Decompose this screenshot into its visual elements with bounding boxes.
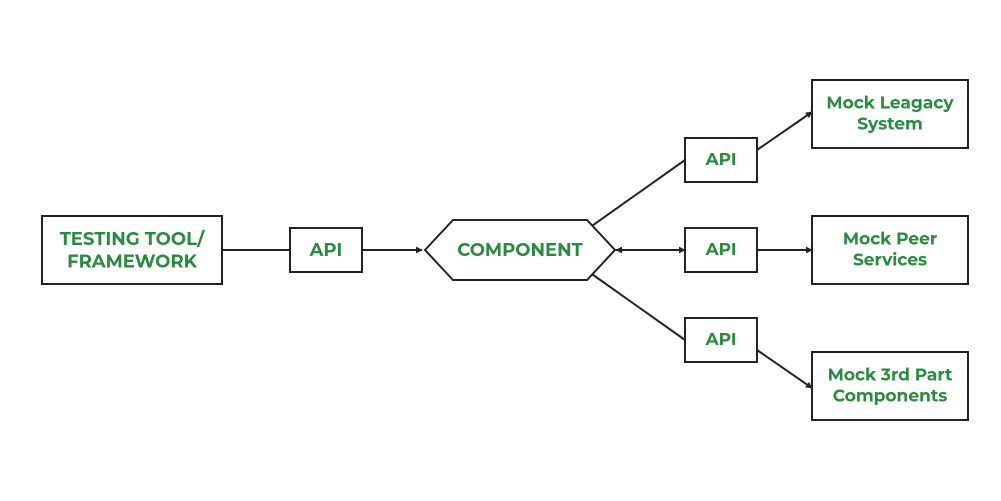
edge-4 bbox=[589, 272, 685, 340]
node-mock_legacy-label: Mock Leagacy bbox=[826, 93, 954, 113]
node-mock_peer-label: Services bbox=[853, 251, 927, 271]
node-api_left-label: API bbox=[309, 239, 343, 261]
node-mock_3rd-label: Components bbox=[833, 387, 948, 407]
node-mock_legacy-label: System bbox=[857, 115, 923, 135]
node-component-label: COMPONENT bbox=[457, 239, 583, 261]
edge-5 bbox=[757, 112, 812, 150]
node-api_top-label: API bbox=[705, 150, 737, 170]
node-mock_3rd-label: Mock 3rd Part bbox=[828, 365, 953, 385]
node-api_mid-label: API bbox=[705, 240, 737, 260]
edge-7 bbox=[757, 350, 812, 388]
node-testing-label: TESTING TOOL/ bbox=[60, 228, 206, 250]
node-testing-label: FRAMEWORK bbox=[67, 250, 198, 272]
edge-2 bbox=[589, 160, 685, 228]
node-api_bot-label: API bbox=[705, 330, 737, 350]
component-testing-diagram: TESTING TOOL/FRAMEWORK API COMPONENT API API… bbox=[0, 0, 1001, 501]
node-mock_peer-label: Mock Peer bbox=[843, 229, 937, 249]
